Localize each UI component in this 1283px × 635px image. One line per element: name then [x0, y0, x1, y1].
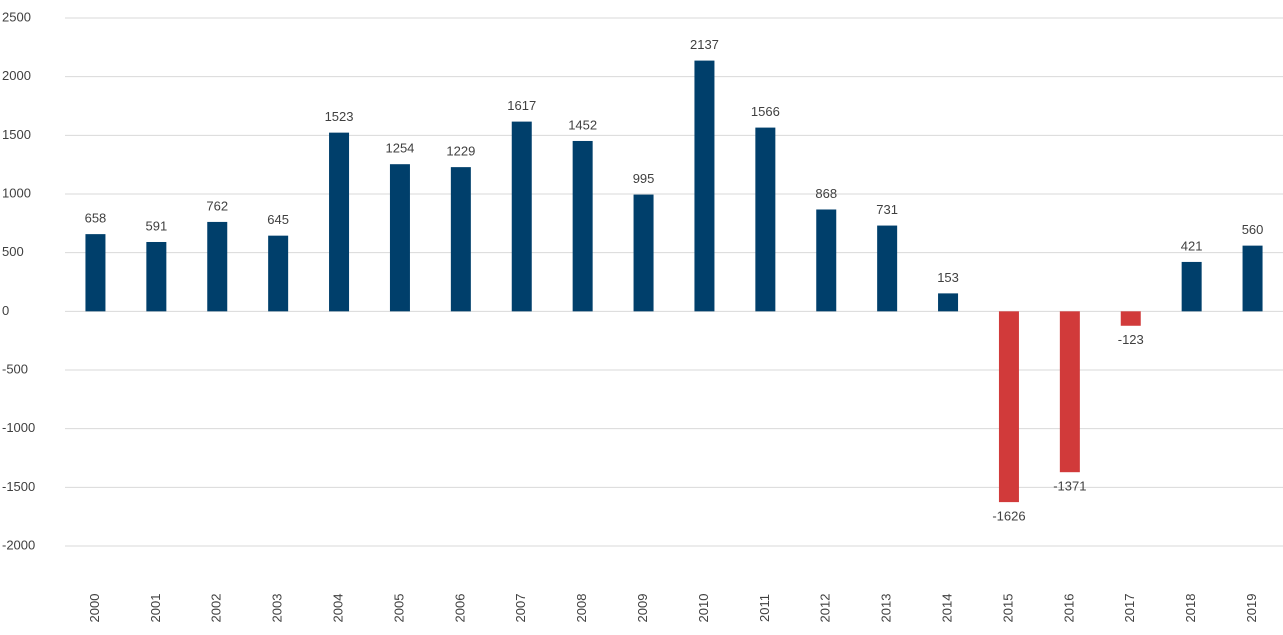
- bar: [329, 132, 350, 312]
- bar: [816, 209, 837, 312]
- y-tick-label: 1000: [2, 185, 31, 200]
- bar: [1120, 311, 1141, 326]
- bar: [268, 235, 289, 312]
- value-label: 1229: [446, 144, 475, 159]
- x-tick-label: 2018: [1183, 594, 1198, 623]
- y-tick-label: 0: [2, 303, 9, 318]
- x-tick-label: 2012: [818, 594, 833, 623]
- x-tick-label: 2016: [1061, 594, 1076, 623]
- bar: [207, 221, 228, 312]
- value-label: 2137: [690, 37, 719, 52]
- y-tick-label: 2500: [2, 9, 31, 24]
- bar: [694, 60, 715, 312]
- y-tick-label: 2000: [2, 68, 31, 83]
- value-label: 731: [876, 202, 898, 217]
- bar: [877, 225, 898, 312]
- bar: [572, 140, 593, 312]
- x-tick-label: 2015: [1000, 594, 1015, 623]
- x-tick-label: 2009: [635, 594, 650, 623]
- bar: [85, 234, 106, 312]
- value-label: 995: [633, 171, 655, 186]
- value-label: 153: [937, 270, 959, 285]
- bar: [1242, 245, 1263, 312]
- x-tick-label: 2013: [879, 594, 894, 623]
- x-tick-label: 2003: [270, 594, 285, 623]
- value-label: 421: [1181, 238, 1203, 253]
- value-label: 1254: [385, 141, 414, 156]
- x-tick-label: 2007: [513, 594, 528, 623]
- x-tick-label: 2019: [1244, 594, 1259, 623]
- value-label: 658: [85, 211, 107, 226]
- bar: [389, 164, 410, 312]
- x-tick-label: 2005: [391, 594, 406, 623]
- y-tick-label: 500: [2, 244, 24, 259]
- bar: [1181, 261, 1202, 312]
- bar: [633, 194, 654, 312]
- x-tick-label: 2008: [574, 594, 589, 623]
- bar: [450, 167, 471, 312]
- bar: [1059, 311, 1080, 473]
- x-tick-label: 2014: [939, 594, 954, 623]
- bar: [998, 311, 1019, 503]
- value-label: -1626: [992, 509, 1025, 524]
- x-tick-label: 2011: [757, 594, 772, 622]
- value-label: -1371: [1053, 479, 1086, 494]
- x-tick-label: 2006: [452, 594, 467, 623]
- y-tick-label: 1500: [2, 127, 31, 142]
- value-label: 1523: [325, 109, 354, 124]
- value-label: 591: [145, 218, 167, 233]
- bar: [511, 121, 532, 312]
- value-label: 762: [206, 198, 228, 213]
- value-label: 645: [267, 212, 289, 227]
- value-label: 1617: [507, 98, 536, 113]
- y-tick-label: -1500: [2, 479, 35, 494]
- x-tick-label: 2000: [87, 594, 102, 623]
- value-label: 560: [1242, 222, 1264, 237]
- x-tick-label: 2001: [148, 594, 163, 623]
- value-label: 868: [815, 186, 837, 201]
- bar: [938, 293, 959, 312]
- x-tick-label: 2010: [696, 594, 711, 623]
- bar: [146, 241, 167, 312]
- bar: [755, 127, 776, 312]
- value-label: 1452: [568, 117, 597, 132]
- x-tick-label: 2002: [209, 594, 224, 623]
- x-tick-label: 2004: [330, 594, 345, 623]
- y-tick-label: -1000: [2, 420, 35, 435]
- y-tick-label: -2000: [2, 537, 35, 552]
- x-tick-label: 2017: [1122, 594, 1137, 623]
- value-label: -123: [1118, 332, 1144, 347]
- value-label: 1566: [751, 104, 780, 119]
- y-tick-label: -500: [2, 361, 28, 376]
